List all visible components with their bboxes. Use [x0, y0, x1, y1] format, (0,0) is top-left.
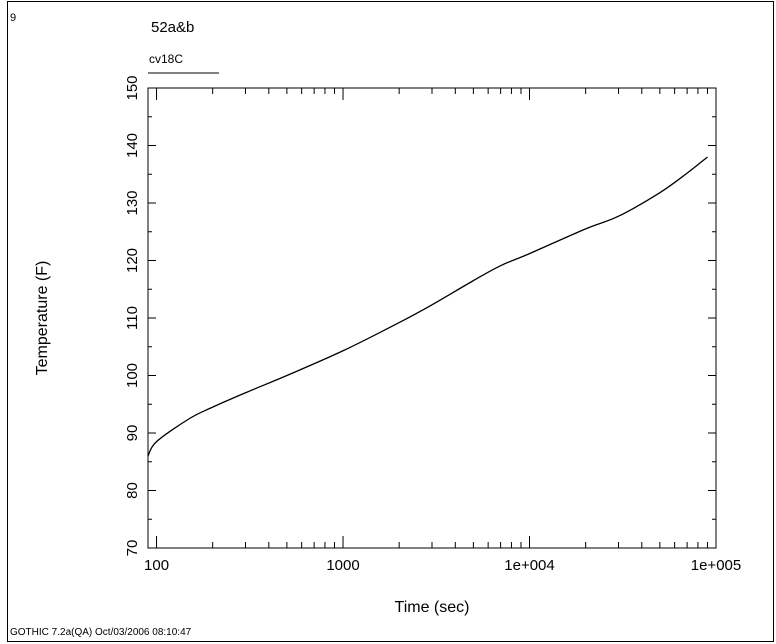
y-tick-label: 110	[124, 306, 141, 330]
x-tick-label: 1000	[326, 557, 359, 574]
footer-text: GOTHIC 7.2a(QA) Oct/03/2006 08:10:47	[10, 627, 192, 638]
figure-frame	[7, 1, 774, 642]
y-tick-label: 140	[124, 133, 141, 158]
y-tick-label: 70	[124, 540, 141, 557]
x-tick-label: 1e+005	[691, 557, 741, 574]
y-tick-label: 100	[124, 363, 141, 388]
y-tick-label: 90	[124, 425, 141, 442]
y-tick-label: 130	[124, 190, 141, 215]
legend-series-label: cv18C	[149, 52, 184, 66]
plot-border	[147, 87, 717, 549]
series-line-1	[147, 156, 708, 457]
figure-number: 9	[10, 12, 17, 24]
x-tick-label: 100	[144, 557, 169, 574]
y-tick-label: 150	[124, 75, 141, 100]
x-axis-label: Time (sec)	[395, 599, 470, 616]
y-axis-label: Temperature (F)	[34, 261, 51, 376]
y-tick-label: 120	[124, 248, 141, 273]
x-tick-label: 1e+004	[504, 557, 554, 574]
y-tick-label: 80	[124, 482, 141, 499]
chart-title: 52a&b	[151, 19, 195, 36]
